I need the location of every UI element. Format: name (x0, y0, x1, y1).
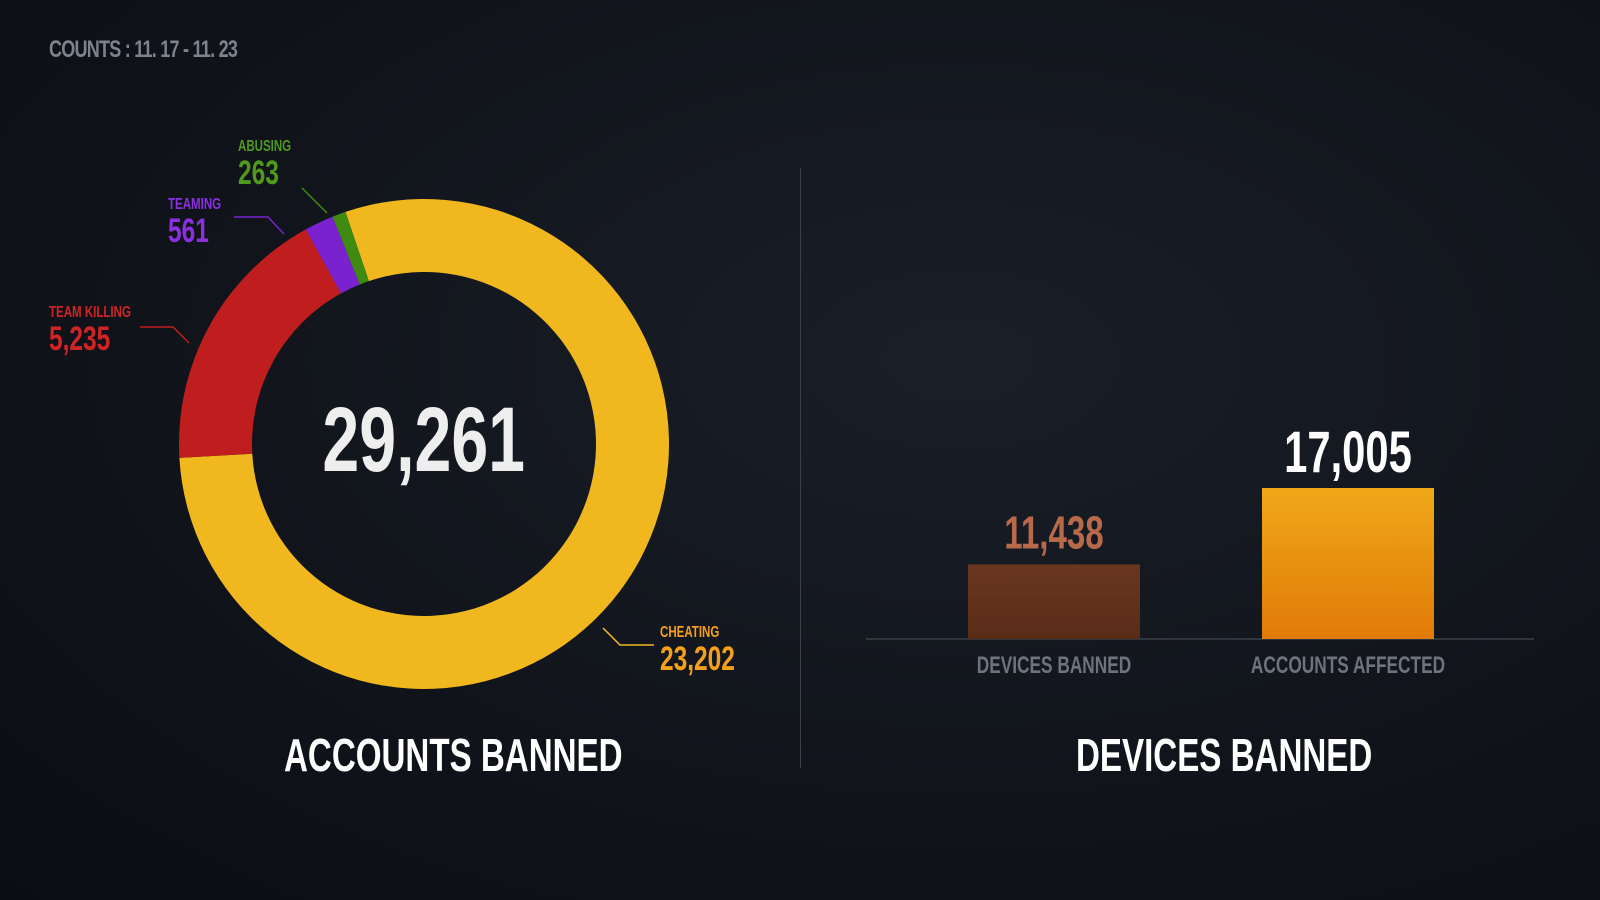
date-range: COUNTS : 11. 17 - 11. 23 (49, 36, 238, 63)
label-cheating: CHEATING 23,202 (660, 624, 735, 678)
bar-value-label: 17,005 (1284, 419, 1412, 484)
leader-line (602, 627, 654, 646)
bar-devices-banned (968, 564, 1140, 639)
slice-cheating (179, 199, 670, 690)
devices-banned-title: DEVICES BANNED (1076, 729, 1373, 781)
label-abusing: ABUSING 263 (238, 138, 292, 192)
slice-team-killing (179, 229, 342, 458)
bar-category-label: DEVICES BANNED (977, 652, 1132, 678)
divider (800, 168, 801, 768)
bar-accounts-affected (1262, 488, 1434, 639)
bar-value-label: 11,438 (1004, 508, 1103, 558)
slice-teaming (305, 216, 360, 294)
donut-total: 29,261 (322, 389, 526, 491)
leader-line (234, 216, 285, 235)
bar-category-label: ACCOUNTS AFFECTED (1251, 652, 1445, 678)
label-team-killing: TEAM KILLING 5,235 (49, 304, 131, 358)
slice-abusing (332, 211, 369, 285)
leader-line (140, 326, 190, 344)
leader-line (301, 187, 328, 214)
label-teaming: TEAMING 561 (168, 196, 222, 250)
accounts-banned-title: ACCOUNTS BANNED (284, 729, 623, 781)
